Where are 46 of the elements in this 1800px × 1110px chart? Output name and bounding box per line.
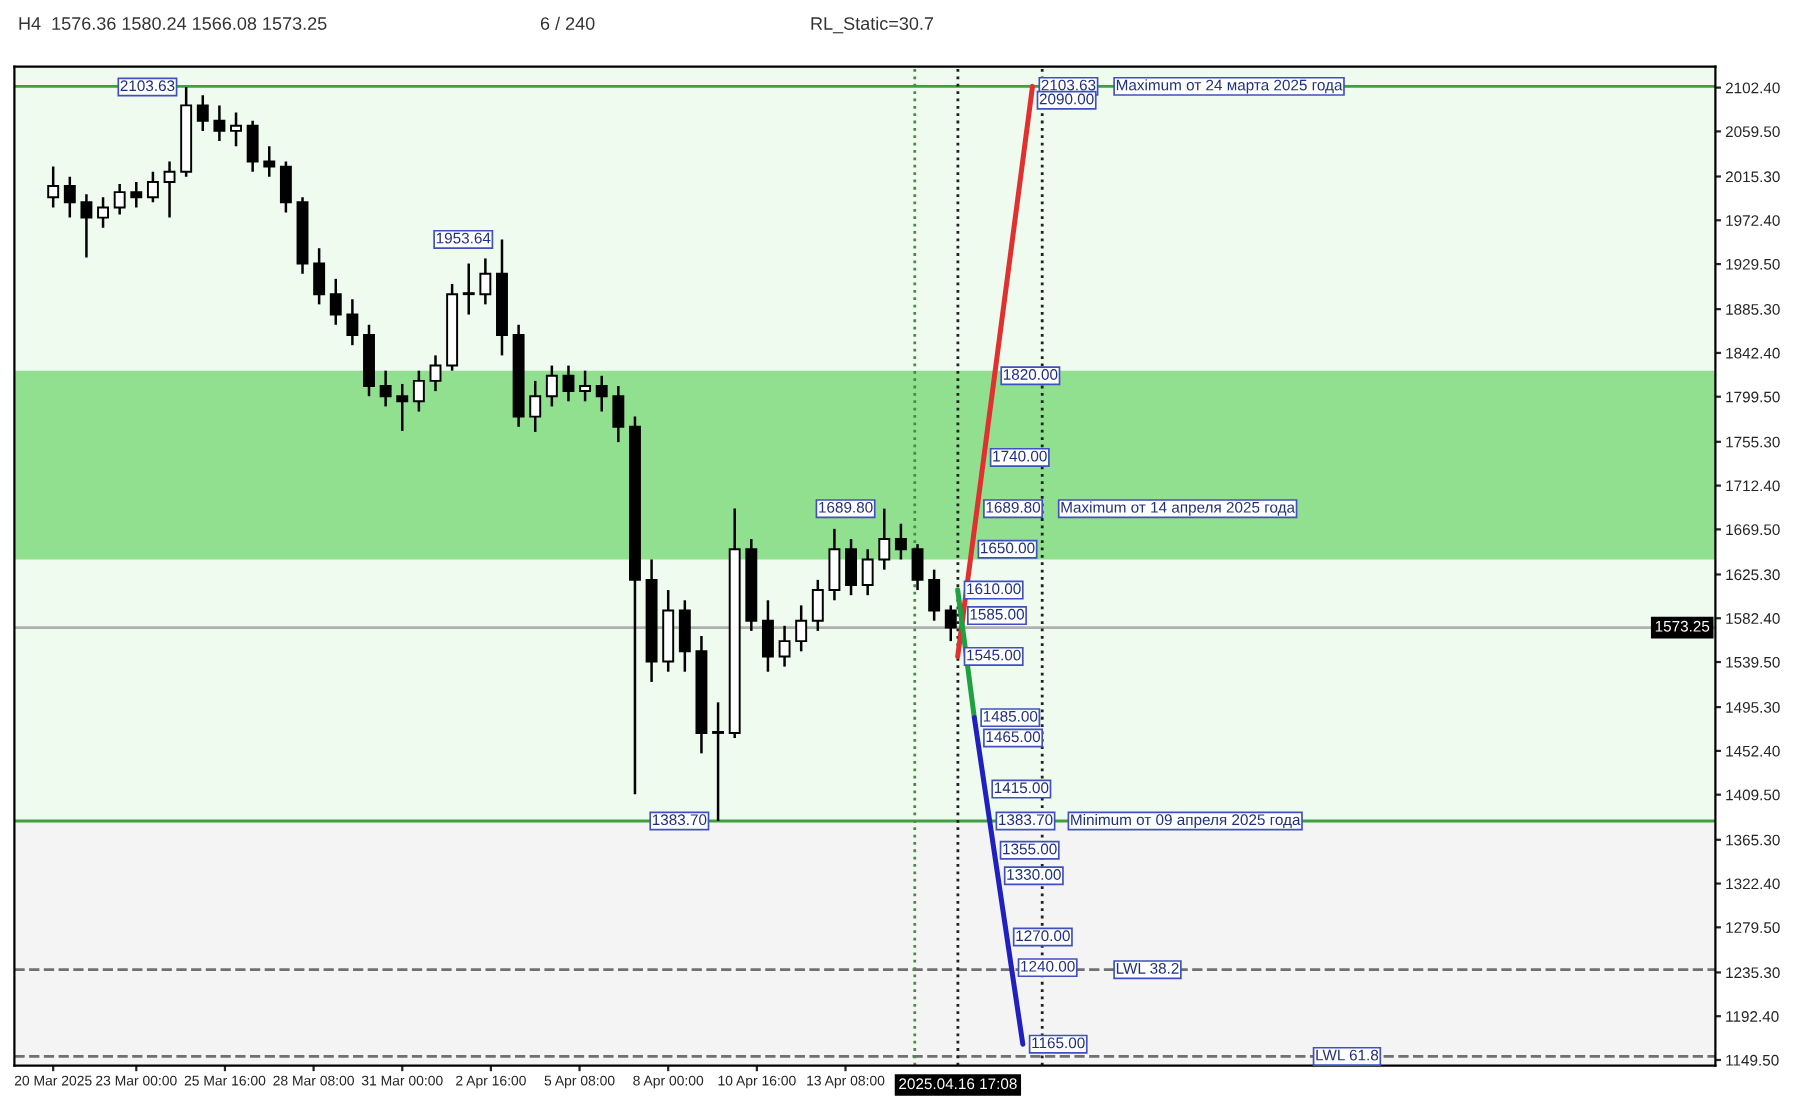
candlestick xyxy=(761,599,774,673)
candlestick xyxy=(213,104,226,143)
candlestick xyxy=(911,542,924,592)
candlestick xyxy=(612,384,625,444)
chart-title: H4 1576.36 1580.24 1566.08 1573.25 xyxy=(19,17,327,30)
candlestick xyxy=(146,170,159,204)
candlestick xyxy=(462,262,475,316)
candlestick xyxy=(246,119,259,173)
candlestick xyxy=(928,568,941,622)
candlestick xyxy=(678,599,691,673)
candlestick xyxy=(113,182,126,216)
candlestick xyxy=(412,369,425,413)
candlestick xyxy=(479,257,492,306)
candlestick xyxy=(130,180,143,209)
candlestick xyxy=(313,246,326,306)
candlestick xyxy=(529,379,542,434)
candlestick xyxy=(545,364,558,408)
candlestick xyxy=(562,364,575,403)
candlestick xyxy=(329,277,342,327)
candlestick xyxy=(894,522,907,561)
candlestick xyxy=(346,298,359,347)
candlestick xyxy=(230,111,242,148)
chart-subtitle: 6 / 240 xyxy=(540,16,595,30)
candlestick xyxy=(845,537,857,597)
candlestick xyxy=(795,604,808,653)
text: RL_Static=30.7 xyxy=(811,16,934,34)
candlestick xyxy=(811,578,824,633)
candlestick xyxy=(579,369,592,403)
candlestick xyxy=(80,192,93,259)
candlestick xyxy=(263,144,276,179)
candlestick xyxy=(279,160,292,214)
candlestick xyxy=(97,195,110,230)
candlestick xyxy=(379,369,392,408)
candlestick xyxy=(163,160,176,219)
candlestick xyxy=(878,507,891,571)
candlestick xyxy=(429,354,442,393)
candlestick xyxy=(196,93,209,133)
candlestick xyxy=(861,548,874,597)
candlestick xyxy=(47,165,60,209)
candlestick xyxy=(828,527,841,602)
candlestick xyxy=(712,701,725,823)
candlestick xyxy=(396,382,409,433)
candlestick xyxy=(63,175,76,219)
candlestick xyxy=(944,604,957,643)
candlestick xyxy=(778,624,791,668)
candlestick xyxy=(595,374,608,413)
